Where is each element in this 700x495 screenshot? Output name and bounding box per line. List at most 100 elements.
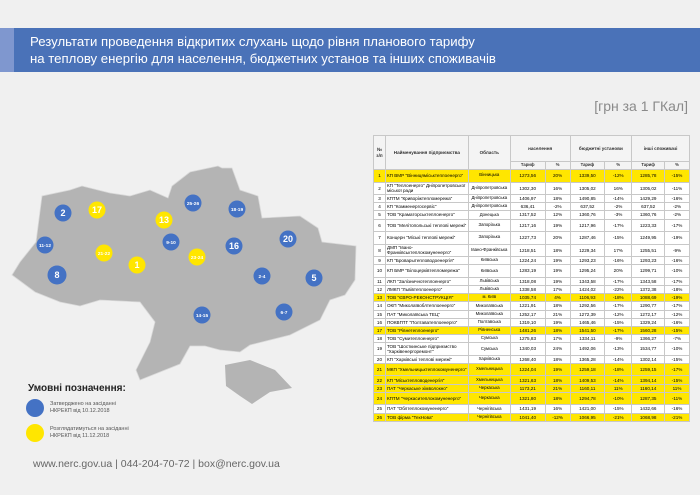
marker-label: 8 [54, 270, 59, 280]
population-pct: -12% [544, 412, 571, 422]
population-tariff: 1319,10 [509, 317, 546, 327]
ukraine-map: 2 17 11-12 8 21-22 1 13 9-10 25-26 18-19 23-24 16 20… [11, 165, 357, 404]
budget-tariff: 1334,11 [569, 334, 606, 344]
budget-pct: -10% [604, 391, 633, 406]
other-pct: -2% [664, 210, 690, 220]
marker-label: 2-4 [259, 274, 266, 280]
population-tariff: 636,41 [509, 202, 546, 212]
row-number: 20 [373, 354, 386, 364]
population-pct: 19% [544, 256, 571, 266]
population-pct: 12% [544, 210, 571, 220]
map-mainland [11, 165, 357, 381]
table-row: 23 ПАТ "Черкаське хімволокно" Черкаська 117… [373, 383, 690, 393]
region: Львівська [467, 276, 511, 286]
row-number: 15 [373, 309, 386, 319]
marker-circle [228, 200, 246, 218]
company-name: ПАТ "Черкаське хімволокно" [384, 383, 469, 393]
population-pct: 24% [544, 342, 571, 356]
region: Чернігівська [467, 412, 511, 422]
table-row: 11 ЛКП "Залізничнотеплоенерго" Львівська 13… [373, 276, 690, 286]
company-name: КП "Комменергосервіс" [384, 202, 469, 212]
table-row: 5 ТОВ "Краматорськтеплоенерго" Донецька 131… [373, 210, 690, 220]
other-tariff: 1285,78 [631, 169, 666, 183]
row-number: 19 [373, 342, 386, 356]
population-pct: -2% [544, 202, 571, 212]
other-tariff: 1290,77 [631, 301, 666, 311]
budget-tariff: 1294,78 [569, 391, 606, 406]
sub-pct: % [664, 161, 690, 170]
sub-tariff: Тариф [569, 161, 606, 170]
marker-circle [95, 244, 113, 262]
marker-circle [279, 230, 297, 248]
col-other: інші споживачі [631, 135, 690, 162]
map-marker: 8 [47, 265, 67, 285]
budget-pct: -13% [604, 342, 633, 356]
budget-pct: -14% [604, 193, 633, 204]
population-tariff: 1318,08 [509, 276, 546, 286]
company-name: Концерн "Міські теплові мережі" [384, 231, 469, 245]
other-pct: -16% [664, 317, 690, 327]
other-pct: -15% [664, 375, 690, 385]
table-row: 14 ОКП "Миколаївоблтеплоенерго" Миколаївсь… [373, 301, 690, 311]
region: Донецька [467, 210, 511, 220]
row-number: 25 [373, 404, 386, 414]
population-tariff: 1268,40 [509, 354, 546, 364]
table-row: 12 ЛМКП "Львівтеплоенерго" Львівська 1338,5… [373, 284, 690, 295]
budget-pct: -17% [604, 276, 633, 286]
other-pct: -17% [664, 362, 690, 377]
marker-label: 16 [229, 241, 239, 251]
region: Запорізька [467, 218, 511, 233]
table-row: 8 ДМП "Івано-Франківськтеплокомуненерго" І… [373, 243, 690, 258]
sub-tariff: Тариф [509, 161, 546, 170]
population-tariff: 1227,73 [509, 231, 546, 245]
region: Дніпропетровська [467, 202, 511, 212]
other-pct: -12% [664, 309, 690, 319]
region: Вінницька [467, 169, 511, 183]
company-name: КП ВМР "Вінницяміськтеплоенерго" [384, 169, 469, 183]
map-markers: 2 17 11-12 8 21-22 1 13 9-10 25-26 18-19 23-24 16 20… [36, 194, 323, 324]
company-name: ТОВ "Рівнетеплоенерго" [384, 325, 469, 336]
other-pct: -15% [664, 169, 690, 183]
other-tariff: 1429,29 [631, 193, 666, 204]
sub-tariff: Тариф [631, 161, 666, 170]
marker-label: 25-26 [187, 201, 200, 207]
other-tariff: 1287,35 [631, 391, 666, 406]
budget-tariff: 1339,50 [569, 169, 606, 183]
marker-circle [162, 233, 180, 251]
budget-pct: 16% [604, 181, 633, 195]
region: Київська [467, 264, 511, 278]
map-marker: 1 [128, 256, 146, 274]
region: Харківська [467, 354, 511, 364]
other-tariff: 1223,33 [631, 218, 666, 233]
yellow-circle-icon [26, 424, 44, 442]
other-tariff: 1249,95 [631, 231, 666, 245]
banner-accent [0, 28, 14, 72]
population-pct: 20% [544, 169, 571, 183]
budget-tariff: 1360,76 [569, 210, 606, 220]
table-row: 2 КП "Теплоенерго" Дніпропетровської місь… [373, 181, 690, 195]
population-tariff: 1217,16 [509, 218, 546, 233]
company-name: МКП "Хмельницьктеплокомуненерго" [384, 362, 469, 377]
map-marker: 21-22 [95, 244, 113, 262]
company-name: КП "Міськтепловоденергія" [384, 375, 469, 385]
company-name: ОКП "Миколаївоблтеплоенерго" [384, 301, 469, 311]
population-pct: 18% [544, 243, 571, 258]
row-number: 12 [373, 284, 386, 295]
marker-label: 1 [134, 260, 139, 270]
budget-pct: -21% [604, 412, 633, 422]
population-tariff: 1224,04 [509, 362, 546, 377]
population-tariff: 1218,51 [509, 243, 546, 258]
row-number: 23 [373, 383, 386, 393]
budget-pct: -15% [604, 404, 633, 414]
population-tariff: 1275,83 [509, 334, 546, 344]
budget-tariff: 1424,02 [569, 284, 606, 295]
table-row: 25 ПАТ "Облтеплокомуненерго" Чернігівська 1… [373, 404, 690, 414]
map-crimea [225, 360, 292, 404]
row-number: 24 [373, 391, 386, 406]
other-pct: -10% [664, 264, 690, 278]
other-tariff: 1534,77 [631, 342, 666, 356]
marker-circle [253, 267, 271, 285]
unit-label: [грн за 1 ГКал] [594, 98, 688, 114]
population-pct: 19% [544, 362, 571, 377]
col-num: № з/п [373, 135, 386, 170]
